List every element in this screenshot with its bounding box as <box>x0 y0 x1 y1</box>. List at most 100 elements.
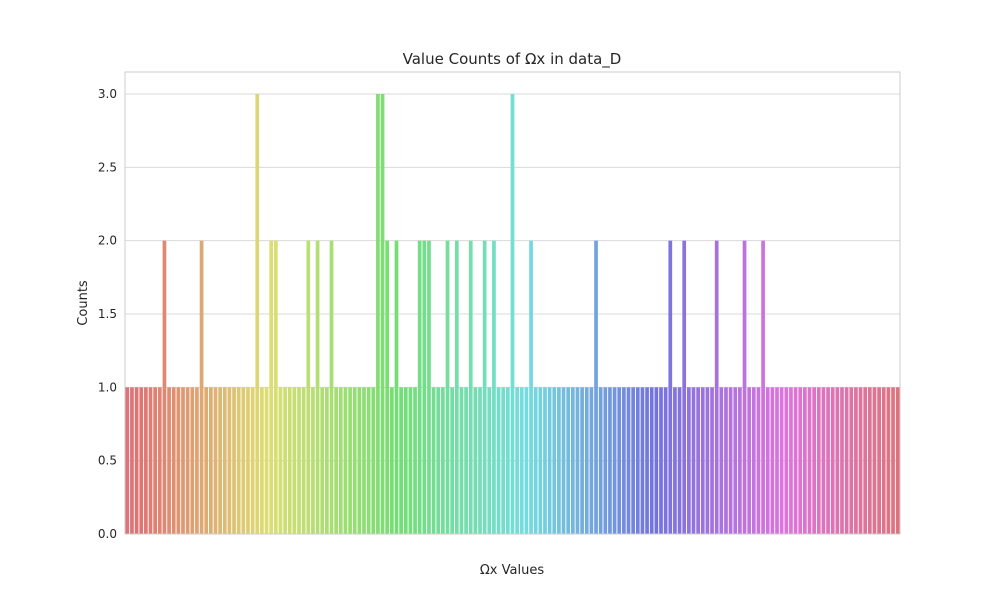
bar <box>338 387 343 534</box>
bar <box>348 387 352 534</box>
bar <box>566 387 571 534</box>
bar <box>584 387 589 534</box>
bar <box>167 387 171 534</box>
bar <box>742 240 747 535</box>
bar <box>287 387 292 534</box>
bar <box>190 387 195 534</box>
y-tick-label: 0.0 <box>98 527 117 541</box>
bar <box>881 387 886 534</box>
bar <box>218 387 222 534</box>
bar <box>139 387 144 534</box>
bar <box>501 387 506 534</box>
bar <box>677 387 682 534</box>
bar <box>283 387 287 534</box>
y-tick-label: 2.5 <box>98 160 117 174</box>
bar <box>227 387 232 534</box>
bar <box>770 387 775 534</box>
bar <box>724 387 728 534</box>
bar <box>515 387 519 534</box>
y-tick-label: 0.5 <box>98 454 117 468</box>
bar <box>589 387 594 534</box>
bar <box>246 387 250 534</box>
x-axis-label: Ωx Values <box>480 563 544 578</box>
bar <box>891 387 895 534</box>
bar <box>756 387 761 534</box>
bar <box>459 387 464 534</box>
bar <box>733 387 738 534</box>
bar <box>886 387 891 534</box>
bar <box>422 240 427 535</box>
bar <box>320 387 325 534</box>
bar <box>779 387 784 534</box>
bar <box>705 387 710 534</box>
bar <box>798 387 803 534</box>
bar <box>575 387 580 534</box>
bar <box>273 240 278 535</box>
bar <box>408 387 413 534</box>
y-tick-label: 3.0 <box>98 87 117 101</box>
bar <box>872 387 877 534</box>
bar <box>552 387 557 534</box>
bar <box>413 387 417 534</box>
bar <box>626 387 631 534</box>
bar <box>385 240 390 535</box>
bar <box>264 387 269 534</box>
bar <box>631 387 636 534</box>
bar <box>747 387 752 534</box>
bar <box>668 240 673 535</box>
bar <box>682 240 687 535</box>
bars <box>125 94 900 535</box>
bar <box>199 240 204 535</box>
bar <box>645 387 649 534</box>
bar <box>185 387 190 534</box>
bar <box>445 240 450 535</box>
bar <box>840 387 844 534</box>
bar <box>441 387 445 534</box>
bar <box>789 387 793 534</box>
y-tick-label: 2.0 <box>98 234 117 248</box>
bar <box>854 387 858 534</box>
y-tick-label: 1.5 <box>98 307 117 321</box>
bar <box>830 387 835 534</box>
bar <box>663 387 668 534</box>
bar <box>260 387 264 534</box>
bar <box>506 387 510 534</box>
bar <box>529 240 533 535</box>
bar <box>714 240 719 535</box>
bar <box>492 240 496 535</box>
bar <box>250 387 255 534</box>
bar <box>204 387 209 534</box>
bar <box>700 387 705 534</box>
bar <box>519 387 524 534</box>
bar <box>144 387 148 534</box>
plot-frame <box>124 71 901 535</box>
bar <box>640 387 645 534</box>
y-axis-label: Counts <box>76 280 91 326</box>
bar <box>557 387 561 534</box>
bar <box>561 387 566 534</box>
bar <box>635 387 640 534</box>
bar <box>157 387 162 534</box>
bar <box>612 387 617 534</box>
bar <box>784 387 789 534</box>
bar <box>436 387 441 534</box>
bar <box>255 94 260 534</box>
bar <box>134 387 139 534</box>
bar <box>176 387 181 534</box>
bar <box>608 387 612 534</box>
bar <box>849 387 854 534</box>
bar <box>738 387 742 534</box>
bar <box>329 240 334 535</box>
bar <box>793 387 798 534</box>
bar <box>877 387 881 534</box>
bar <box>403 387 408 534</box>
bar <box>510 94 515 534</box>
bar <box>171 387 176 534</box>
bar <box>765 387 770 534</box>
bar <box>209 387 213 534</box>
bar <box>812 387 816 534</box>
bar <box>450 387 455 534</box>
bar <box>301 387 306 534</box>
bar <box>826 387 830 534</box>
